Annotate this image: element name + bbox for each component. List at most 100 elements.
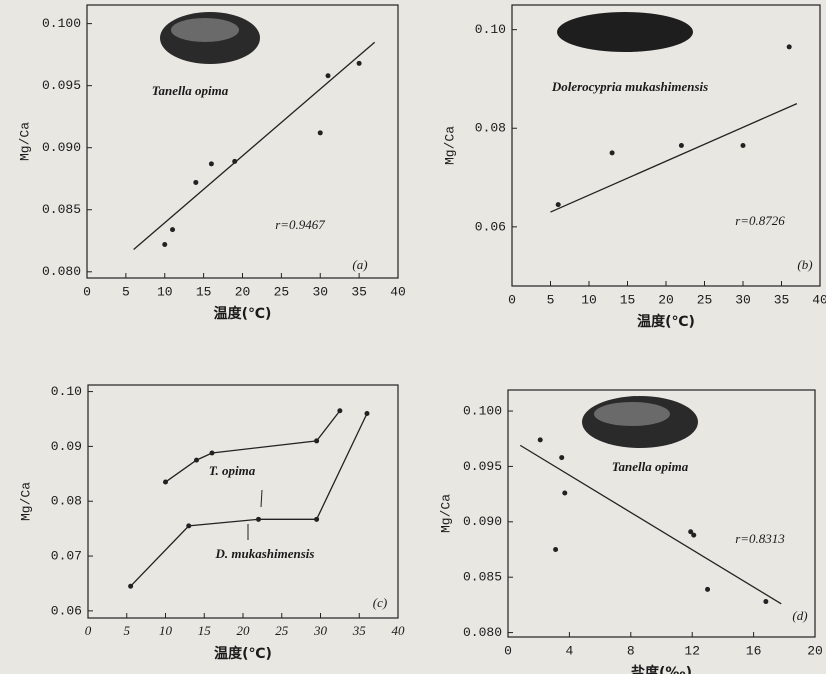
shell-highlight	[171, 18, 239, 42]
y-axis-label: Mg/Ca	[17, 122, 32, 161]
data-point	[553, 546, 559, 552]
data-point	[691, 532, 697, 538]
x-tick-label: 10	[581, 292, 597, 307]
y-tick-label: 0.095	[463, 459, 502, 474]
y-tick-label: 0.100	[463, 403, 502, 418]
data-point	[609, 150, 615, 156]
shell-highlight	[594, 402, 670, 426]
x-tick-label: 15	[198, 623, 212, 638]
x-tick-label: 20	[658, 292, 674, 307]
y-tick-label: 0.10	[475, 22, 506, 37]
data-point	[128, 583, 134, 589]
data-point	[314, 438, 320, 444]
fit-line	[519, 444, 782, 605]
x-tick-label: 30	[313, 623, 328, 638]
data-point	[337, 408, 343, 414]
x-tick-label: 16	[746, 643, 762, 658]
x-axis-label: 温度(℃)	[637, 313, 695, 330]
annotation: r=0.9467	[275, 217, 325, 232]
x-tick-label: 15	[196, 284, 212, 299]
x-axis-label: 温度(℃)	[214, 305, 272, 322]
x-tick-label: 0	[83, 284, 91, 299]
x-tick-label: 0	[508, 292, 516, 307]
data-point	[193, 179, 199, 185]
x-tick-label: 40	[390, 284, 406, 299]
x-tick-label: 5	[124, 623, 131, 638]
data-point	[356, 60, 362, 66]
x-tick-label: 0	[85, 623, 92, 638]
data-point	[763, 599, 769, 605]
data-point	[562, 490, 568, 496]
x-tick-label: 10	[157, 284, 173, 299]
x-tick-label: 40	[812, 292, 826, 307]
data-point	[232, 158, 238, 164]
y-tick-label: 0.080	[42, 264, 81, 279]
y-axis-label: Mg/Ca	[442, 126, 457, 165]
y-tick-label: 0.090	[463, 514, 502, 529]
y-tick-label: 0.09	[51, 439, 82, 454]
data-point	[688, 529, 694, 535]
x-tick-label: 5	[547, 292, 555, 307]
species-label: Tanella opima	[612, 459, 689, 474]
panel-label: (a)	[352, 257, 367, 272]
y-tick-label: 0.07	[51, 548, 82, 563]
y-tick-label: 0.10	[51, 384, 82, 399]
annotation: r=0.8726	[735, 213, 785, 228]
x-tick-label: 15	[620, 292, 636, 307]
plot-frame	[507, 389, 816, 638]
x-tick-label: 25	[274, 284, 290, 299]
data-point	[555, 202, 561, 208]
x-tick-label: 30	[735, 292, 751, 307]
y-tick-label: 0.06	[51, 603, 82, 618]
panel-label: (d)	[792, 608, 807, 623]
x-tick-label: 20	[807, 643, 823, 658]
x-axis-label: 温度(℃)	[214, 645, 272, 662]
x-tick-label: 25	[275, 623, 289, 638]
data-point	[537, 437, 543, 443]
data-point	[317, 130, 323, 136]
annotation: r=0.8313	[735, 531, 785, 546]
x-tick-label: 10	[159, 623, 173, 638]
x-axis-label: 盐度(‰)	[631, 664, 692, 674]
species-label: Tanella opima	[152, 83, 229, 98]
y-tick-label: 0.06	[475, 219, 506, 234]
fit-line	[133, 41, 376, 250]
data-point	[364, 411, 370, 417]
x-tick-label: 35	[352, 623, 367, 638]
data-point	[325, 73, 331, 79]
series-label: T. opima	[209, 463, 256, 478]
y-tick-label: 0.08	[51, 494, 82, 509]
x-tick-label: 5	[122, 284, 130, 299]
data-point	[314, 516, 320, 522]
species-label: Dolerocypria mukashimensis	[551, 79, 708, 94]
series-label: D. mukashimensis	[215, 546, 315, 561]
y-tick-label: 0.100	[42, 16, 81, 31]
y-tick-label: 0.095	[42, 78, 81, 93]
data-point	[559, 455, 565, 461]
data-point	[208, 161, 214, 167]
data-point	[163, 479, 168, 485]
x-tick-label: 40	[392, 623, 406, 638]
x-tick-label: 35	[774, 292, 790, 307]
data-point	[740, 143, 746, 148]
x-tick-label: 25	[697, 292, 713, 307]
x-tick-label: 4	[565, 643, 573, 658]
x-tick-label: 20	[235, 284, 251, 299]
data-point	[162, 241, 168, 247]
data-point	[209, 450, 215, 456]
data-point	[705, 586, 711, 592]
shell-image	[557, 12, 693, 52]
y-tick-label: 0.080	[463, 625, 502, 640]
data-point	[256, 516, 261, 522]
x-tick-label: 35	[351, 284, 367, 299]
data-point	[678, 143, 684, 148]
y-tick-label: 0.090	[42, 140, 81, 155]
data-point	[170, 227, 176, 233]
y-tick-label: 0.085	[42, 202, 81, 217]
fit-line	[550, 103, 798, 213]
data-point	[786, 44, 792, 50]
label-arrow	[260, 489, 263, 508]
